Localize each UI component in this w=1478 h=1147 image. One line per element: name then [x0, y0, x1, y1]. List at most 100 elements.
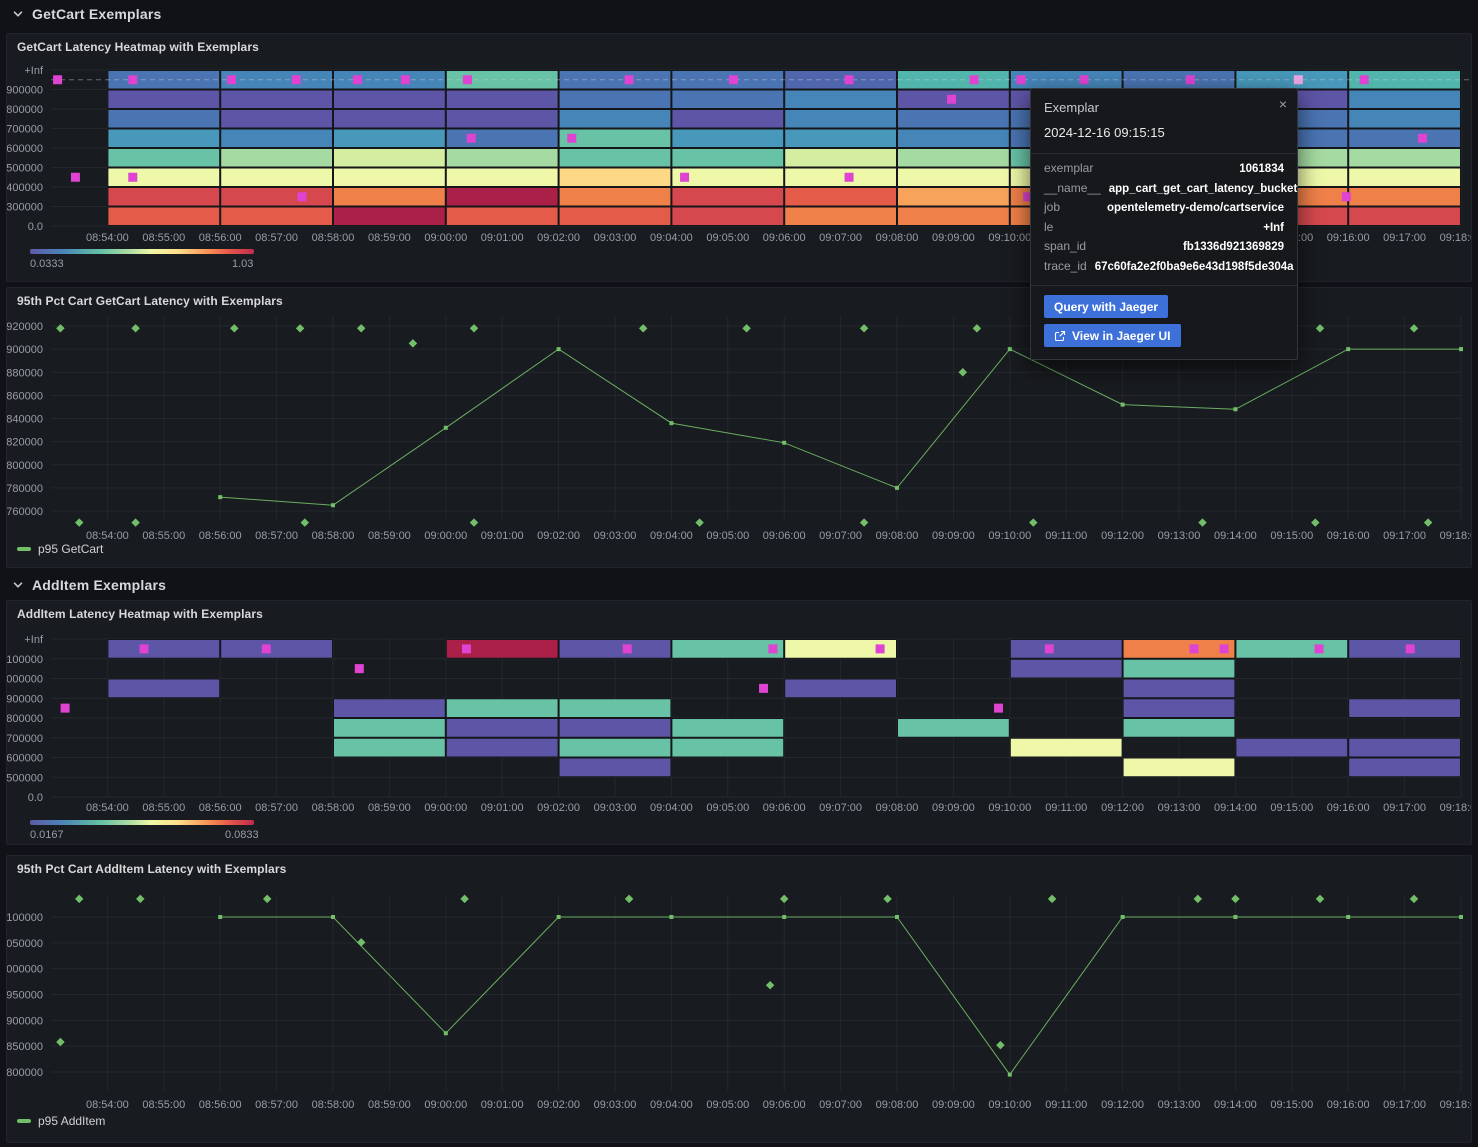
field-key: le [1044, 219, 1054, 234]
svg-text:+Inf: +Inf [24, 65, 44, 77]
svg-text:08:55:00: 08:55:00 [142, 232, 185, 244]
svg-text:09:15:00: 09:15:00 [1270, 802, 1313, 814]
legend-p95-getcart[interactable]: p95 GetCart [17, 542, 103, 556]
svg-text:08:57:00: 08:57:00 [255, 802, 298, 814]
svg-text:820000: 820000 [7, 437, 43, 449]
additem-heatmap-chart[interactable]: 08:54:00 08:55:00 08:56:00 08:57:00 08:58:00… [7, 601, 1471, 844]
svg-text:09:00:00: 09:00:00 [424, 1099, 467, 1111]
svg-text:08:55:00: 08:55:00 [142, 802, 185, 814]
svg-text:08:54:00: 08:54:00 [86, 232, 129, 244]
svg-text:08:59:00: 08:59:00 [368, 232, 411, 244]
svg-text:09:10:00: 09:10:00 [988, 530, 1031, 542]
legend-label: p95 GetCart [38, 542, 104, 556]
legend-label: p95 AddItem [38, 1114, 106, 1128]
section-header-additem[interactable]: AddItem Exemplars [0, 571, 1478, 599]
svg-text:09:02:00: 09:02:00 [537, 1099, 580, 1111]
svg-text:08:57:00: 08:57:00 [255, 232, 298, 244]
field-value: opentelemetry-demo/cartservice [1106, 202, 1284, 214]
color-scale-min: 0.0167 [30, 829, 64, 841]
svg-text:09:10:00: 09:10:00 [988, 802, 1031, 814]
panel-title: 95th Pct Cart GetCart Latency with Exemp… [17, 294, 283, 308]
svg-text:09:06:00: 09:06:00 [763, 530, 806, 542]
svg-text:09:03:00: 09:03:00 [594, 802, 637, 814]
field-key: span_id [1044, 239, 1087, 253]
svg-text:900000: 900000 [7, 85, 43, 97]
svg-text:09:06:00: 09:06:00 [763, 802, 806, 814]
panel-title: AddItem Latency Heatmap with Exemplars [17, 607, 263, 621]
svg-text:900000: 900000 [7, 1015, 43, 1027]
view-in-jaeger-ui-button[interactable]: View in Jaeger UI [1044, 324, 1181, 347]
svg-text:09:07:00: 09:07:00 [819, 802, 862, 814]
svg-text:09:02:00: 09:02:00 [537, 802, 580, 814]
svg-text:09:00:00: 09:00:00 [424, 802, 467, 814]
svg-text:08:57:00: 08:57:00 [255, 1099, 298, 1111]
svg-text:700000: 700000 [7, 733, 43, 745]
svg-text:09:14:00: 09:14:00 [1214, 1099, 1257, 1111]
svg-text:09:16:00: 09:16:00 [1327, 232, 1370, 244]
button-label: View in Jaeger UI [1072, 328, 1171, 343]
svg-text:09:07:00: 09:07:00 [819, 530, 862, 542]
svg-text:08:59:00: 08:59:00 [368, 1099, 411, 1111]
section-header-getcart[interactable]: GetCart Exemplars [0, 0, 1478, 28]
svg-text:09:13:00: 09:13:00 [1158, 802, 1201, 814]
svg-text:500000: 500000 [7, 772, 43, 784]
section-title: AddItem Exemplars [32, 577, 167, 593]
svg-text:09:00:00: 09:00:00 [424, 232, 467, 244]
color-scale-max: 1.03 [232, 258, 254, 270]
svg-text:08:58:00: 08:58:00 [312, 1099, 355, 1111]
svg-text:09:06:00: 09:06:00 [763, 232, 806, 244]
series-swatch [17, 1119, 31, 1123]
svg-text:09:08:00: 09:08:00 [876, 232, 919, 244]
svg-text:09:03:00: 09:03:00 [594, 530, 637, 542]
svg-text:09:03:00: 09:03:00 [594, 1099, 637, 1111]
svg-text:900000: 900000 [7, 344, 43, 356]
svg-text:0.0: 0.0 [28, 221, 43, 233]
svg-text:09:16:00: 09:16:00 [1327, 530, 1370, 542]
field-key: __name__ [1044, 180, 1101, 195]
svg-text:09:12:00: 09:12:00 [1101, 802, 1144, 814]
svg-text:09:08:00: 09:08:00 [876, 802, 919, 814]
close-icon[interactable]: × [1278, 96, 1287, 112]
field-value: app_cart_get_cart_latency_bucket [1108, 182, 1298, 195]
svg-text:09:10:00: 09:10:00 [988, 1099, 1031, 1111]
svg-text:850000: 850000 [7, 1041, 43, 1053]
exemplar-tooltip: Exemplar × 2024-12-16 09:15:15 exemplar … [1030, 88, 1298, 360]
svg-text:800000: 800000 [7, 460, 43, 472]
heatmap-color-scale [30, 249, 254, 254]
svg-text:09:15:00: 09:15:00 [1270, 530, 1313, 542]
field-key: trace_id [1044, 258, 1087, 273]
svg-text:08:56:00: 08:56:00 [199, 232, 242, 244]
svg-text:09:04:00: 09:04:00 [650, 530, 693, 542]
additem-p95-chart[interactable]: 08:54:00 08:55:00 08:56:00 08:57:00 08:58:00… [7, 856, 1471, 1142]
svg-text:09:18:00: 09:18:00 [1440, 232, 1471, 244]
panel-additem-heatmap: AddItem Latency Heatmap with Exemplars 0… [6, 600, 1472, 845]
field-value: fb1336d921369829 [1182, 241, 1284, 253]
tooltip-fields: exemplar 1061834 __name__ app_cart_get_c… [1031, 153, 1297, 286]
series-swatch [17, 547, 31, 551]
svg-text:08:54:00: 08:54:00 [86, 1099, 129, 1111]
svg-text:700000: 700000 [7, 124, 43, 136]
svg-text:09:09:00: 09:09:00 [932, 802, 975, 814]
svg-text:760000: 760000 [7, 506, 43, 518]
svg-text:09:12:00: 09:12:00 [1101, 1099, 1144, 1111]
svg-text:09:18:00: 09:18:00 [1440, 802, 1471, 814]
legend-p95-additem[interactable]: p95 AddItem [17, 1114, 105, 1128]
query-with-jaeger-button[interactable]: Query with Jaeger [1044, 295, 1169, 318]
svg-text:09:09:00: 09:09:00 [932, 232, 975, 244]
svg-text:08:56:00: 08:56:00 [199, 530, 242, 542]
svg-text:09:05:00: 09:05:00 [706, 1099, 749, 1111]
svg-text:800000: 800000 [7, 713, 43, 725]
getcart-p95-chart[interactable]: 08:54:00 08:55:00 08:56:00 08:57:00 08:58:00… [7, 288, 1471, 567]
svg-text:600000: 600000 [7, 753, 43, 765]
chevron-down-icon [12, 8, 24, 20]
svg-text:950000: 950000 [7, 989, 43, 1001]
tooltip-row: exemplar 1061834 [1044, 161, 1284, 181]
svg-text:09:07:00: 09:07:00 [819, 1099, 862, 1111]
svg-text:09:01:00: 09:01:00 [481, 802, 524, 814]
svg-text:09:07:00: 09:07:00 [819, 232, 862, 244]
tooltip-row: __name__ app_cart_get_cart_latency_bucke… [1044, 180, 1297, 201]
section-title: GetCart Exemplars [32, 6, 162, 22]
svg-text:09:05:00: 09:05:00 [706, 530, 749, 542]
svg-text:09:05:00: 09:05:00 [706, 802, 749, 814]
